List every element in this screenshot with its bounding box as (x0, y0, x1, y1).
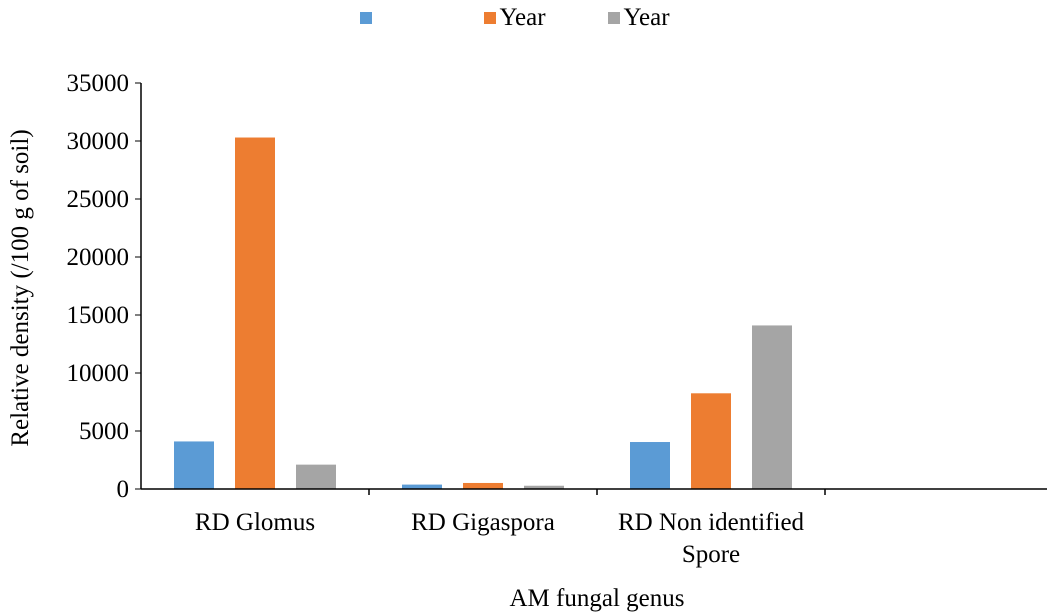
y-tick-label: 5000 (79, 418, 129, 445)
bar-2-series-1 (402, 484, 442, 489)
x-tick-label: RD Glomus (195, 509, 315, 536)
bar-2-series-3 (524, 485, 564, 489)
legend-item-series-3: Year (607, 4, 688, 32)
bar-1-series-3 (296, 464, 336, 489)
legend-swatch-series-1 (359, 12, 372, 24)
bar-1-series-2 (235, 137, 275, 489)
y-tick-label: 0 (117, 476, 130, 503)
bar-3-series-2 (691, 393, 731, 489)
legend-swatch-series-2 (483, 12, 496, 24)
y-axis-label: Relative density (/100 g of soil) (7, 129, 34, 446)
y-tick-label: 30000 (67, 128, 130, 155)
y-tick-label: 35000 (67, 70, 130, 97)
x-axis-label: AM fungal genus (510, 585, 685, 612)
legend-swatch-series-3 (607, 12, 620, 24)
bar-2-series-2 (463, 482, 503, 489)
bar-3-series-3 (752, 325, 792, 489)
y-tick-label: 10000 (67, 360, 130, 387)
axes (140, 83, 1047, 495)
legend: Year Year (0, 4, 1047, 32)
y-axis-ticks: 0 5000 10000 15000 20000 25000 30000 35000 (67, 70, 141, 503)
y-tick-label: 25000 (67, 186, 130, 213)
x-axis-tick-labels: RD Glomus RD Gigaspora RD Non identified Sp… (195, 509, 805, 568)
legend-item-series-1 (359, 4, 440, 32)
y-tick-label: 20000 (67, 244, 130, 271)
legend-item-series-2: Year (483, 4, 564, 32)
x-tick-label: RD Non identified Spore (618, 509, 805, 568)
x-tick-label: RD Gigaspora (411, 509, 555, 536)
bar-3-series-1 (630, 442, 670, 489)
legend-label-series-3: Year (623, 4, 670, 31)
bar-1-series-1 (174, 441, 214, 489)
y-tick-label: 15000 (67, 302, 130, 329)
legend-label-series-2: Year (499, 4, 546, 31)
bars (174, 137, 792, 489)
